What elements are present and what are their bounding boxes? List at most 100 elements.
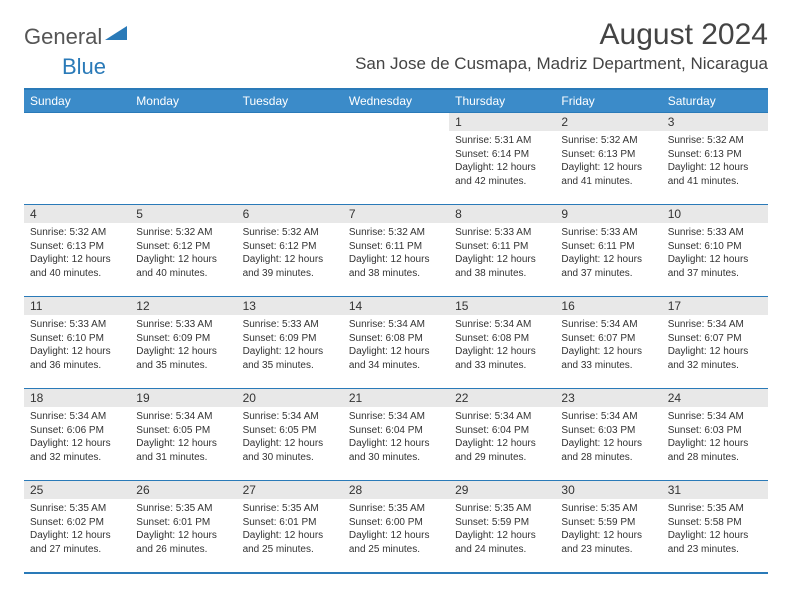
day-details: Sunrise: 5:33 AMSunset: 6:09 PMDaylight:… [237, 315, 343, 376]
day-details: Sunrise: 5:34 AMSunset: 6:07 PMDaylight:… [662, 315, 768, 376]
calendar-body: ....1Sunrise: 5:31 AMSunset: 6:14 PMDayl… [24, 113, 768, 573]
calendar-day-cell: . [130, 113, 236, 205]
title-block: August 2024 San Jose de Cusmapa, Madriz … [355, 18, 768, 74]
calendar-day-cell: 12Sunrise: 5:33 AMSunset: 6:09 PMDayligh… [130, 297, 236, 389]
day-number: 29 [449, 481, 555, 499]
day-details: Sunrise: 5:33 AMSunset: 6:11 PMDaylight:… [449, 223, 555, 284]
day-number: 1 [449, 113, 555, 131]
day-number: 19 [130, 389, 236, 407]
calendar-week-row: 18Sunrise: 5:34 AMSunset: 6:06 PMDayligh… [24, 389, 768, 481]
day-number: 16 [555, 297, 661, 315]
day-details: Sunrise: 5:32 AMSunset: 6:12 PMDaylight:… [237, 223, 343, 284]
calendar-day-cell: 3Sunrise: 5:32 AMSunset: 6:13 PMDaylight… [662, 113, 768, 205]
month-title: August 2024 [355, 18, 768, 52]
day-details: Sunrise: 5:32 AMSunset: 6:13 PMDaylight:… [555, 131, 661, 192]
weekday-header: Saturday [662, 89, 768, 113]
calendar-day-cell: 15Sunrise: 5:34 AMSunset: 6:08 PMDayligh… [449, 297, 555, 389]
day-number: 17 [662, 297, 768, 315]
day-details: Sunrise: 5:34 AMSunset: 6:06 PMDaylight:… [24, 407, 130, 468]
weekday-header: Monday [130, 89, 236, 113]
day-details: Sunrise: 5:32 AMSunset: 6:13 PMDaylight:… [24, 223, 130, 284]
calendar-day-cell: 9Sunrise: 5:33 AMSunset: 6:11 PMDaylight… [555, 205, 661, 297]
day-number: 9 [555, 205, 661, 223]
calendar-day-cell: 6Sunrise: 5:32 AMSunset: 6:12 PMDaylight… [237, 205, 343, 297]
day-details: Sunrise: 5:34 AMSunset: 6:03 PMDaylight:… [555, 407, 661, 468]
day-details: Sunrise: 5:33 AMSunset: 6:10 PMDaylight:… [24, 315, 130, 376]
day-number: 8 [449, 205, 555, 223]
day-number: 7 [343, 205, 449, 223]
calendar-week-row: 25Sunrise: 5:35 AMSunset: 6:02 PMDayligh… [24, 481, 768, 573]
day-number: 5 [130, 205, 236, 223]
day-details: Sunrise: 5:32 AMSunset: 6:13 PMDaylight:… [662, 131, 768, 192]
calendar-day-cell: 14Sunrise: 5:34 AMSunset: 6:08 PMDayligh… [343, 297, 449, 389]
weekday-header: Wednesday [343, 89, 449, 113]
weekday-header: Thursday [449, 89, 555, 113]
day-details: Sunrise: 5:35 AMSunset: 5:59 PMDaylight:… [555, 499, 661, 560]
calendar-week-row: 4Sunrise: 5:32 AMSunset: 6:13 PMDaylight… [24, 205, 768, 297]
day-details: Sunrise: 5:32 AMSunset: 6:11 PMDaylight:… [343, 223, 449, 284]
calendar-day-cell: 11Sunrise: 5:33 AMSunset: 6:10 PMDayligh… [24, 297, 130, 389]
day-details: Sunrise: 5:34 AMSunset: 6:05 PMDaylight:… [237, 407, 343, 468]
day-number: 25 [24, 481, 130, 499]
calendar-header-row: SundayMondayTuesdayWednesdayThursdayFrid… [24, 89, 768, 113]
day-number: 2 [555, 113, 661, 131]
day-details: Sunrise: 5:34 AMSunset: 6:04 PMDaylight:… [449, 407, 555, 468]
calendar-day-cell: . [24, 113, 130, 205]
day-number: 28 [343, 481, 449, 499]
day-details: Sunrise: 5:35 AMSunset: 6:02 PMDaylight:… [24, 499, 130, 560]
calendar-day-cell: 4Sunrise: 5:32 AMSunset: 6:13 PMDaylight… [24, 205, 130, 297]
calendar-table: SundayMondayTuesdayWednesdayThursdayFrid… [24, 88, 768, 574]
calendar-day-cell: 1Sunrise: 5:31 AMSunset: 6:14 PMDaylight… [449, 113, 555, 205]
day-details: Sunrise: 5:34 AMSunset: 6:05 PMDaylight:… [130, 407, 236, 468]
day-number: 31 [662, 481, 768, 499]
calendar-day-cell: 27Sunrise: 5:35 AMSunset: 6:01 PMDayligh… [237, 481, 343, 573]
weekday-header: Sunday [24, 89, 130, 113]
calendar-day-cell: 18Sunrise: 5:34 AMSunset: 6:06 PMDayligh… [24, 389, 130, 481]
day-details: Sunrise: 5:32 AMSunset: 6:12 PMDaylight:… [130, 223, 236, 284]
day-details: Sunrise: 5:35 AMSunset: 5:59 PMDaylight:… [449, 499, 555, 560]
day-details: Sunrise: 5:35 AMSunset: 6:01 PMDaylight:… [130, 499, 236, 560]
calendar-day-cell: 23Sunrise: 5:34 AMSunset: 6:03 PMDayligh… [555, 389, 661, 481]
day-details: Sunrise: 5:34 AMSunset: 6:04 PMDaylight:… [343, 407, 449, 468]
calendar-day-cell: 24Sunrise: 5:34 AMSunset: 6:03 PMDayligh… [662, 389, 768, 481]
calendar-day-cell: 30Sunrise: 5:35 AMSunset: 5:59 PMDayligh… [555, 481, 661, 573]
day-number: 23 [555, 389, 661, 407]
day-number: 27 [237, 481, 343, 499]
calendar-day-cell: 8Sunrise: 5:33 AMSunset: 6:11 PMDaylight… [449, 205, 555, 297]
day-number: 26 [130, 481, 236, 499]
day-number: 15 [449, 297, 555, 315]
day-number: 30 [555, 481, 661, 499]
day-number: 3 [662, 113, 768, 131]
day-details: Sunrise: 5:35 AMSunset: 6:01 PMDaylight:… [237, 499, 343, 560]
day-number: 18 [24, 389, 130, 407]
day-details: Sunrise: 5:34 AMSunset: 6:03 PMDaylight:… [662, 407, 768, 468]
day-details: Sunrise: 5:35 AMSunset: 6:00 PMDaylight:… [343, 499, 449, 560]
day-details: Sunrise: 5:33 AMSunset: 6:09 PMDaylight:… [130, 315, 236, 376]
day-details: Sunrise: 5:34 AMSunset: 6:08 PMDaylight:… [449, 315, 555, 376]
calendar-day-cell: . [343, 113, 449, 205]
day-number: 11 [24, 297, 130, 315]
calendar-day-cell: 29Sunrise: 5:35 AMSunset: 5:59 PMDayligh… [449, 481, 555, 573]
day-number: 6 [237, 205, 343, 223]
logo-text-general: General [24, 24, 102, 50]
calendar-day-cell: 5Sunrise: 5:32 AMSunset: 6:12 PMDaylight… [130, 205, 236, 297]
day-number: 22 [449, 389, 555, 407]
calendar-day-cell: 13Sunrise: 5:33 AMSunset: 6:09 PMDayligh… [237, 297, 343, 389]
calendar-day-cell: 7Sunrise: 5:32 AMSunset: 6:11 PMDaylight… [343, 205, 449, 297]
calendar-day-cell: 16Sunrise: 5:34 AMSunset: 6:07 PMDayligh… [555, 297, 661, 389]
day-details: Sunrise: 5:33 AMSunset: 6:10 PMDaylight:… [662, 223, 768, 284]
calendar-week-row: 11Sunrise: 5:33 AMSunset: 6:10 PMDayligh… [24, 297, 768, 389]
weekday-header: Friday [555, 89, 661, 113]
logo: General [24, 24, 129, 50]
location: San Jose de Cusmapa, Madriz Department, … [355, 54, 768, 74]
day-details: Sunrise: 5:34 AMSunset: 6:08 PMDaylight:… [343, 315, 449, 376]
weekday-header: Tuesday [237, 89, 343, 113]
calendar-day-cell: 28Sunrise: 5:35 AMSunset: 6:00 PMDayligh… [343, 481, 449, 573]
calendar-week-row: ....1Sunrise: 5:31 AMSunset: 6:14 PMDayl… [24, 113, 768, 205]
day-number: 13 [237, 297, 343, 315]
day-number: 20 [237, 389, 343, 407]
logo-text-blue: Blue [62, 54, 106, 79]
calendar-day-cell: 31Sunrise: 5:35 AMSunset: 5:58 PMDayligh… [662, 481, 768, 573]
day-number: 12 [130, 297, 236, 315]
calendar-day-cell: 25Sunrise: 5:35 AMSunset: 6:02 PMDayligh… [24, 481, 130, 573]
